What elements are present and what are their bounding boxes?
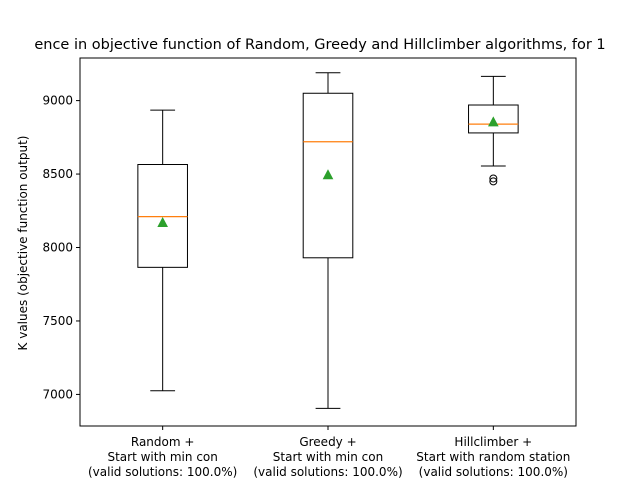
y-tick-label: 7500 [42,314,73,328]
y-tick-label: 8500 [42,167,73,181]
box [468,104,519,134]
mean-marker [157,216,168,228]
y-tick-label: 8000 [42,241,73,255]
x-tick-label: Start with min con [273,450,383,464]
x-tick-label: (valid solutions: 100.0%) [88,465,237,479]
outlier-point [489,174,498,183]
x-tick-label: (valid solutions: 100.0%) [419,465,568,479]
chart-title: ence in objective function of Random, Gr… [34,37,605,53]
x-tick-label: Start with random station [416,450,570,464]
y-tick-label: 7000 [42,387,73,401]
x-tick-label: (valid solutions: 100.0%) [253,465,402,479]
mean-marker [322,169,334,180]
y-axis-label: K values (objective function output) [16,136,30,351]
x-tick-label: Random + [131,435,195,449]
outlier-point [489,177,498,186]
box [137,164,188,268]
mean-marker [488,116,499,127]
x-tick-label: Hillclimber + [454,435,532,449]
x-tick-label: Greedy + [299,435,356,449]
x-tick-label: Start with min con [107,450,217,464]
box [302,92,354,259]
y-tick-label: 9000 [42,94,73,108]
